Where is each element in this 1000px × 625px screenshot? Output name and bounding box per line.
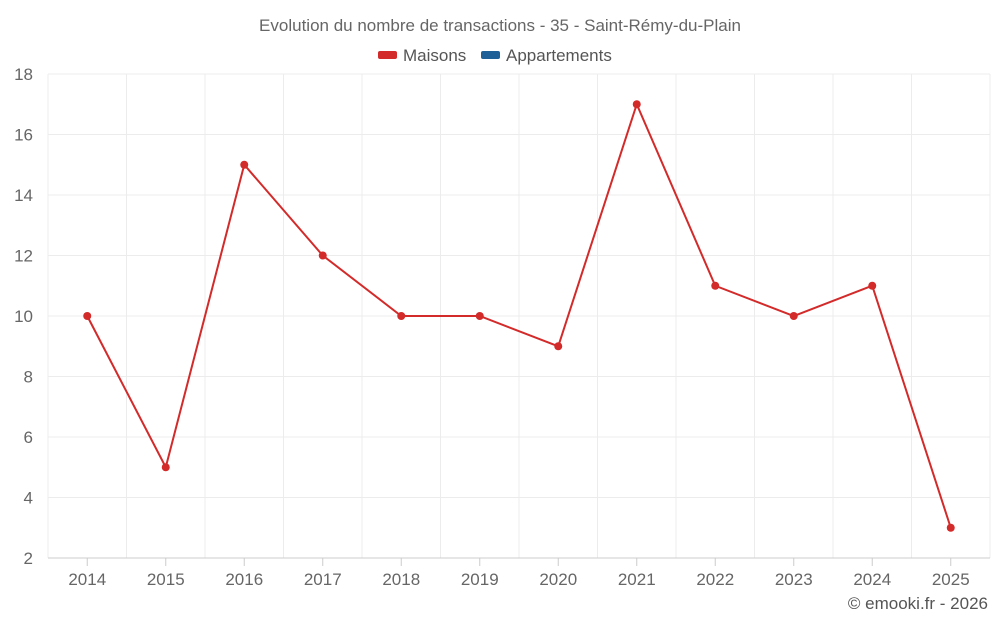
x-tick-label: 2018: [382, 570, 420, 589]
data-point-maisons[interactable]: [161, 463, 170, 472]
series-maisons: [83, 100, 955, 532]
data-point-maisons[interactable]: [83, 312, 92, 320]
data-point-maisons[interactable]: [868, 281, 877, 290]
x-tick-label: 2017: [304, 570, 342, 589]
legend-label-maisons[interactable]: Maisons: [403, 46, 466, 65]
x-tick-label: 2015: [147, 570, 185, 589]
data-point-maisons[interactable]: [397, 312, 406, 320]
y-tick-label: 2: [24, 549, 33, 568]
x-tick-label: 2024: [853, 570, 891, 589]
y-tick-label: 14: [14, 186, 33, 205]
axes: 2 4 6 8 10 12 14 16 18 2014 2015 2016 2017 2018 2019 20…: [14, 65, 990, 589]
y-tick-label: 16: [14, 126, 33, 145]
x-tick-label: 2016: [225, 570, 263, 589]
y-tick-label: 8: [24, 368, 33, 387]
data-point-maisons[interactable]: [554, 342, 563, 351]
x-tick-label: 2022: [696, 570, 734, 589]
gridlines: [47, 73, 991, 558]
data-point-maisons[interactable]: [475, 312, 484, 320]
credit-text[interactable]: © emooki.fr - 2026: [848, 594, 988, 613]
series-line-maisons: [86, 101, 952, 529]
data-point-maisons[interactable]: [632, 100, 641, 109]
y-tick-label: 18: [14, 65, 33, 84]
x-tick-label: 2019: [461, 570, 499, 589]
data-point-maisons[interactable]: [711, 281, 720, 290]
legend-label-appartements[interactable]: Appartements: [506, 46, 612, 65]
y-tick-label: 6: [24, 428, 33, 447]
data-point-maisons[interactable]: [789, 312, 798, 320]
y-tick-label: 10: [14, 307, 33, 326]
data-point-maisons[interactable]: [240, 160, 249, 169]
x-tick-label: 2014: [68, 570, 106, 589]
legend-swatch-maisons: [378, 51, 397, 59]
legend[interactable]: Maisons Appartements: [378, 46, 612, 65]
y-tick-label: 12: [14, 247, 33, 266]
x-tick-label: 2020: [539, 570, 577, 589]
x-tick-label: 2021: [618, 570, 656, 589]
x-tick-label: 2025: [932, 570, 970, 589]
data-point-maisons[interactable]: [946, 523, 955, 532]
y-tick-label: 4: [24, 489, 33, 508]
x-tick-label: 2023: [775, 570, 813, 589]
legend-swatch-appartements: [481, 51, 500, 59]
chart-title: Evolution du nombre de transactions - 35…: [259, 16, 741, 35]
data-point-maisons[interactable]: [318, 251, 327, 260]
